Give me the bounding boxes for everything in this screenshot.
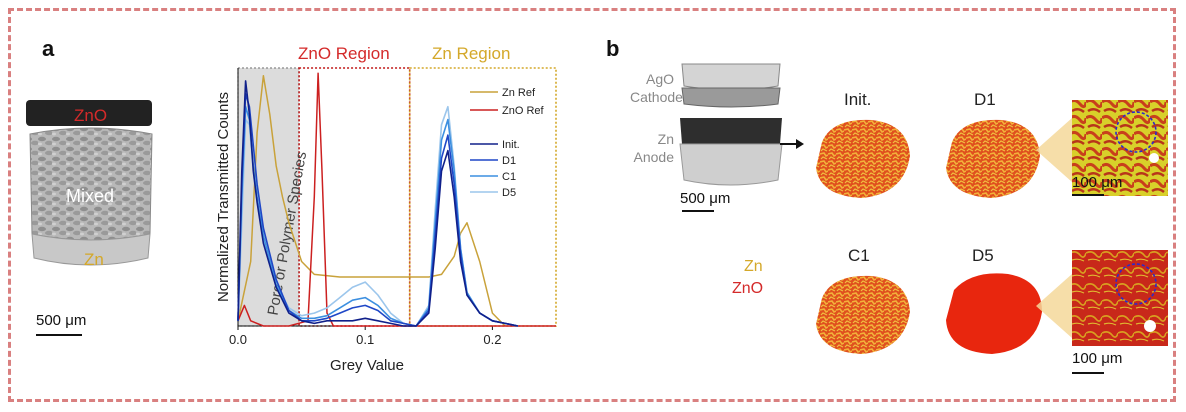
x-tick-label: 0.2 [483, 332, 501, 347]
legend-zn: Zn [744, 258, 763, 275]
anode-map-d1 [946, 119, 1040, 198]
series-line-zno-ref [237, 72, 556, 327]
x-axis-label: Grey Value [330, 357, 404, 374]
anode-map-d5 [946, 273, 1042, 354]
cell-render [679, 63, 783, 186]
series-line-init- [237, 80, 518, 327]
stage-label-init: Init. [844, 90, 872, 109]
zoom-bottom-scale-bar-label: 100 μm [1072, 350, 1123, 367]
legend-label: Init. [502, 139, 520, 151]
zoom-top-scale-bar [1072, 194, 1104, 196]
figure-frame [8, 8, 1176, 402]
anode-map-c1 [816, 275, 910, 354]
legend-label: ZnO Ref [502, 105, 545, 117]
panel-a-sample-render [26, 100, 153, 266]
cell-scale-bar [682, 210, 714, 212]
mixed-label: Mixed [66, 186, 115, 206]
zno-label: ZnO [74, 106, 108, 125]
cell-scale-bar-label: 500 μm [680, 190, 731, 207]
zoom-callout-bottom [1036, 274, 1072, 338]
x-tick-label: 0.1 [356, 332, 374, 347]
stage-label-d1: D1 [974, 90, 996, 109]
zoom-callout-top [1036, 118, 1072, 182]
zno-region-title: ZnO Region [298, 44, 390, 63]
zoom-bottom-scale-bar [1072, 372, 1104, 374]
anode-label: Zn Anode [633, 131, 674, 165]
legend-label: C1 [502, 171, 516, 183]
legend-zno: ZnO [732, 280, 764, 297]
zoom-top-scale-bar-label: 100 μm [1072, 174, 1123, 191]
zno-layer [26, 100, 152, 126]
zoom-map-top [1072, 100, 1168, 196]
series-line-zn-ref [237, 74, 506, 327]
series-line-d1 [237, 93, 518, 327]
zn-layer [31, 233, 151, 266]
panel-a-letter: a [42, 36, 55, 61]
zn-region-title: Zn Region [432, 44, 511, 63]
region-zno [298, 67, 411, 327]
stage-label-d5: D5 [972, 246, 994, 265]
stage-label-c1: C1 [848, 246, 870, 265]
panel-b-letter: b [606, 36, 620, 61]
cathode-label: AgO Cathode [630, 71, 683, 105]
arrow-right-icon [780, 139, 804, 149]
zn-label: Zn [84, 250, 104, 269]
anode-map-init [816, 119, 910, 198]
y-axis-label: Normalized Transmitted Counts [215, 92, 232, 302]
x-tick-label: 0.0 [229, 332, 247, 347]
panel-a-scale-bar-label: 500 μm [36, 312, 87, 329]
panel-a-scale-bar [36, 334, 82, 336]
zoom-map-bottom [1072, 250, 1168, 346]
legend-label: D5 [502, 187, 516, 199]
legend-label: Zn Ref [502, 87, 536, 99]
legend-label: D1 [502, 155, 516, 167]
